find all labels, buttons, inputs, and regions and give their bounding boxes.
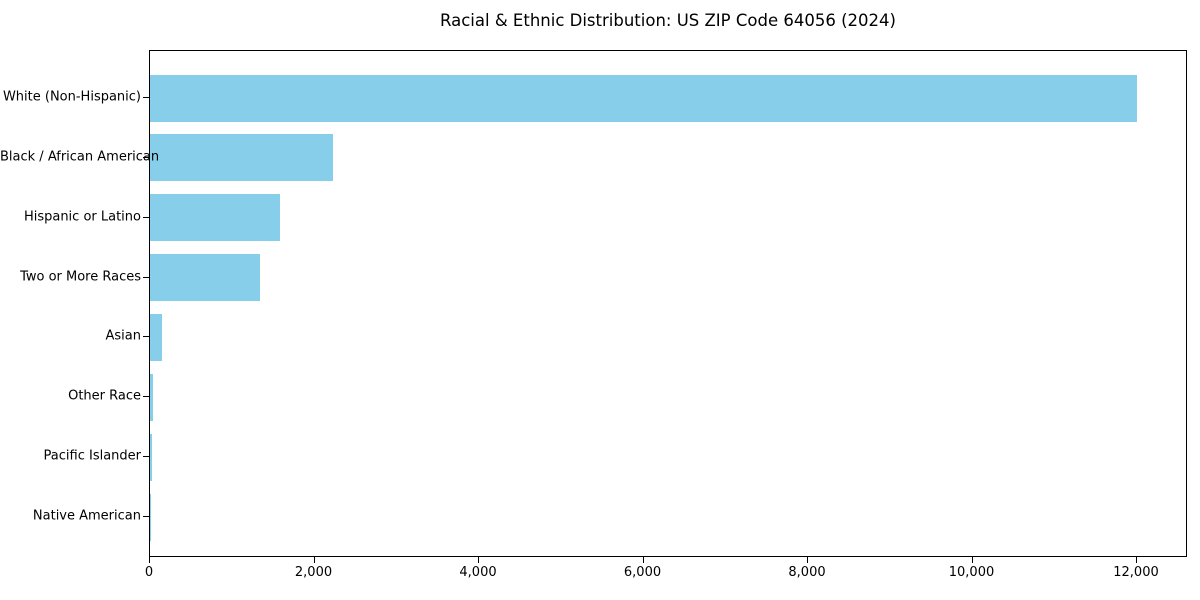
y-tick-label: Asian (105, 328, 141, 344)
bar (150, 74, 1137, 122)
bar (150, 373, 154, 421)
y-tick-mark (143, 216, 149, 218)
y-tick-mark (143, 276, 149, 278)
x-tick-label: 2,000 (294, 565, 333, 580)
y-tick-label: White (Non-Hispanic) (2, 89, 141, 105)
y-tick-mark (143, 516, 149, 518)
x-tick-mark (313, 557, 315, 563)
x-tick-mark (1136, 557, 1137, 563)
y-tick-mark (143, 336, 149, 338)
x-tick-mark (478, 557, 479, 563)
y-tick-mark (143, 97, 149, 98)
x-tick-mark (807, 557, 808, 563)
x-tick-mark (149, 557, 150, 563)
bar (150, 194, 280, 242)
y-tick-label: Other Race (68, 388, 141, 404)
bar (150, 313, 162, 361)
x-tick-label: 10,000 (948, 565, 995, 580)
bar (150, 254, 261, 302)
x-tick-mark (971, 557, 973, 563)
x-tick-mark (642, 557, 644, 563)
x-tick-label: 6,000 (623, 565, 662, 580)
x-tick-label: 4,000 (459, 565, 497, 580)
y-tick-mark (143, 396, 149, 398)
y-tick-label: Two or More Races (20, 269, 141, 285)
x-tick-label: 12,000 (1113, 565, 1159, 580)
y-tick-label: Native American (32, 508, 141, 524)
x-tick-label: 0 (144, 565, 154, 580)
bar (150, 433, 153, 481)
chart-title: Racial & Ethnic Distribution: US ZIP Cod… (440, 11, 896, 30)
bar (150, 134, 333, 182)
y-tick-label: Hispanic or Latino (23, 209, 141, 225)
plot-area (149, 50, 1187, 557)
y-tick-mark (143, 456, 149, 458)
y-tick-mark (143, 156, 149, 158)
x-tick-label: 8,000 (788, 565, 826, 580)
y-tick-label: Black / African American (0, 149, 160, 165)
y-tick-label: Pacific Islander (43, 448, 141, 464)
